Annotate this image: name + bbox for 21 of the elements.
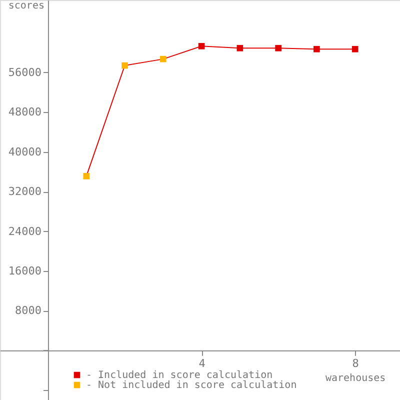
y-tick-label: 24000 bbox=[8, 224, 42, 238]
point bbox=[160, 56, 166, 62]
y-tick-label: 16000 bbox=[8, 264, 42, 278]
y-tick-label: 56000 bbox=[8, 66, 42, 79]
x-tick-label: 4 bbox=[198, 356, 206, 370]
legend-label: - Included in score calculation bbox=[86, 370, 273, 381]
legend-label: - Not included in score calculation bbox=[86, 380, 297, 391]
point bbox=[352, 46, 358, 52]
x-axis-title: warehouses bbox=[325, 372, 386, 384]
point bbox=[314, 46, 320, 52]
y-tick-label: 8000 bbox=[14, 304, 42, 318]
point bbox=[83, 173, 90, 180]
point bbox=[198, 42, 205, 50]
point bbox=[236, 44, 244, 52]
x-tick-label: 8 bbox=[352, 356, 359, 370]
point bbox=[122, 62, 128, 69]
y-axis-title: scores bbox=[8, 0, 44, 12]
y-tick-label: 48000 bbox=[8, 106, 42, 119]
y-tick-label: 32000 bbox=[8, 185, 42, 198]
point bbox=[275, 44, 282, 52]
y-tick-label: 40000 bbox=[8, 145, 42, 158]
